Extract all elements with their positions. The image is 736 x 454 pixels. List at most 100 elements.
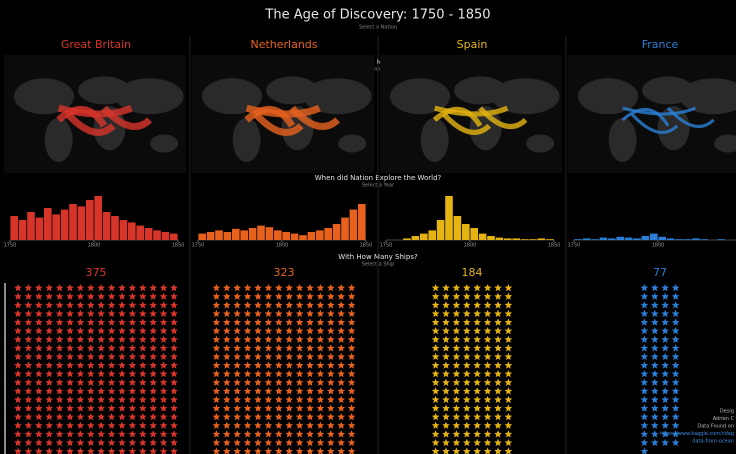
star[interactable] (66, 335, 74, 343)
bar[interactable] (650, 233, 658, 240)
star[interactable] (97, 413, 105, 421)
star[interactable] (473, 370, 481, 378)
star[interactable] (45, 438, 53, 447)
star[interactable] (264, 447, 273, 454)
bar[interactable] (102, 212, 111, 240)
star[interactable] (66, 447, 74, 454)
star[interactable] (139, 335, 147, 343)
bar[interactable] (692, 238, 700, 240)
bar[interactable] (478, 233, 487, 240)
star[interactable] (347, 301, 356, 309)
star[interactable] (233, 318, 241, 326)
star[interactable] (494, 404, 502, 412)
star[interactable] (24, 413, 33, 421)
star[interactable] (306, 387, 314, 395)
star[interactable] (243, 361, 252, 369)
star[interactable] (223, 301, 231, 309)
star[interactable] (504, 327, 513, 335)
bar[interactable] (341, 217, 349, 240)
star[interactable] (504, 430, 513, 438)
star[interactable] (275, 327, 283, 335)
star[interactable] (14, 404, 22, 412)
star[interactable] (494, 438, 502, 447)
star[interactable] (55, 284, 64, 292)
bar[interactable] (582, 238, 591, 240)
star[interactable] (504, 387, 513, 395)
star[interactable] (149, 335, 157, 343)
star[interactable] (275, 318, 283, 326)
star[interactable] (14, 361, 22, 369)
star[interactable] (14, 378, 22, 386)
star[interactable] (223, 413, 231, 421)
star[interactable] (76, 395, 85, 404)
star[interactable] (483, 395, 492, 404)
star[interactable] (483, 335, 492, 343)
star[interactable] (347, 395, 356, 404)
star[interactable] (45, 344, 53, 352)
star[interactable] (55, 430, 64, 438)
star[interactable] (107, 447, 116, 454)
star[interactable] (118, 284, 126, 292)
star[interactable] (139, 318, 147, 326)
star[interactable] (107, 395, 116, 404)
star[interactable] (671, 361, 680, 369)
star[interactable] (295, 335, 304, 343)
star[interactable] (442, 318, 450, 326)
star[interactable] (337, 378, 345, 386)
star[interactable] (483, 413, 492, 421)
star[interactable] (55, 327, 64, 335)
star[interactable] (118, 318, 126, 326)
star[interactable] (159, 378, 168, 386)
star[interactable] (159, 284, 168, 292)
star[interactable] (128, 421, 137, 429)
star[interactable] (264, 378, 273, 386)
bar[interactable] (299, 235, 307, 240)
star[interactable] (24, 318, 33, 326)
star[interactable] (87, 309, 95, 318)
star[interactable] (295, 447, 304, 454)
star[interactable] (452, 352, 461, 361)
star[interactable] (347, 421, 356, 429)
star[interactable] (483, 309, 492, 318)
star[interactable] (107, 284, 116, 292)
star[interactable] (212, 387, 221, 395)
star[interactable] (347, 292, 356, 300)
star[interactable] (494, 309, 502, 318)
star[interactable] (327, 438, 335, 447)
star[interactable] (327, 361, 335, 369)
star[interactable] (504, 370, 513, 378)
star[interactable] (504, 361, 513, 369)
star[interactable] (640, 430, 649, 438)
star[interactable] (212, 292, 221, 300)
star[interactable] (107, 292, 116, 300)
star[interactable] (254, 352, 262, 361)
star[interactable] (442, 284, 450, 292)
star[interactable] (347, 327, 356, 335)
star[interactable] (233, 370, 241, 378)
star[interactable] (640, 361, 649, 369)
star[interactable] (97, 438, 105, 447)
star[interactable] (149, 344, 157, 352)
star[interactable] (87, 344, 95, 352)
star[interactable] (159, 421, 168, 429)
star[interactable] (66, 430, 74, 438)
star[interactable] (97, 395, 105, 404)
star[interactable] (24, 370, 33, 378)
star[interactable] (223, 284, 231, 292)
star[interactable] (35, 309, 43, 318)
star[interactable] (149, 413, 157, 421)
star[interactable] (233, 352, 241, 361)
star[interactable] (661, 327, 669, 335)
star[interactable] (295, 301, 304, 309)
star[interactable] (45, 395, 53, 404)
star[interactable] (316, 361, 325, 369)
star[interactable] (306, 335, 314, 343)
star[interactable] (473, 421, 481, 429)
star[interactable] (285, 301, 293, 309)
star[interactable] (463, 309, 471, 318)
star[interactable] (233, 421, 241, 429)
star[interactable] (661, 284, 669, 292)
star[interactable] (651, 301, 659, 309)
star[interactable] (327, 447, 335, 454)
star[interactable] (233, 361, 241, 369)
